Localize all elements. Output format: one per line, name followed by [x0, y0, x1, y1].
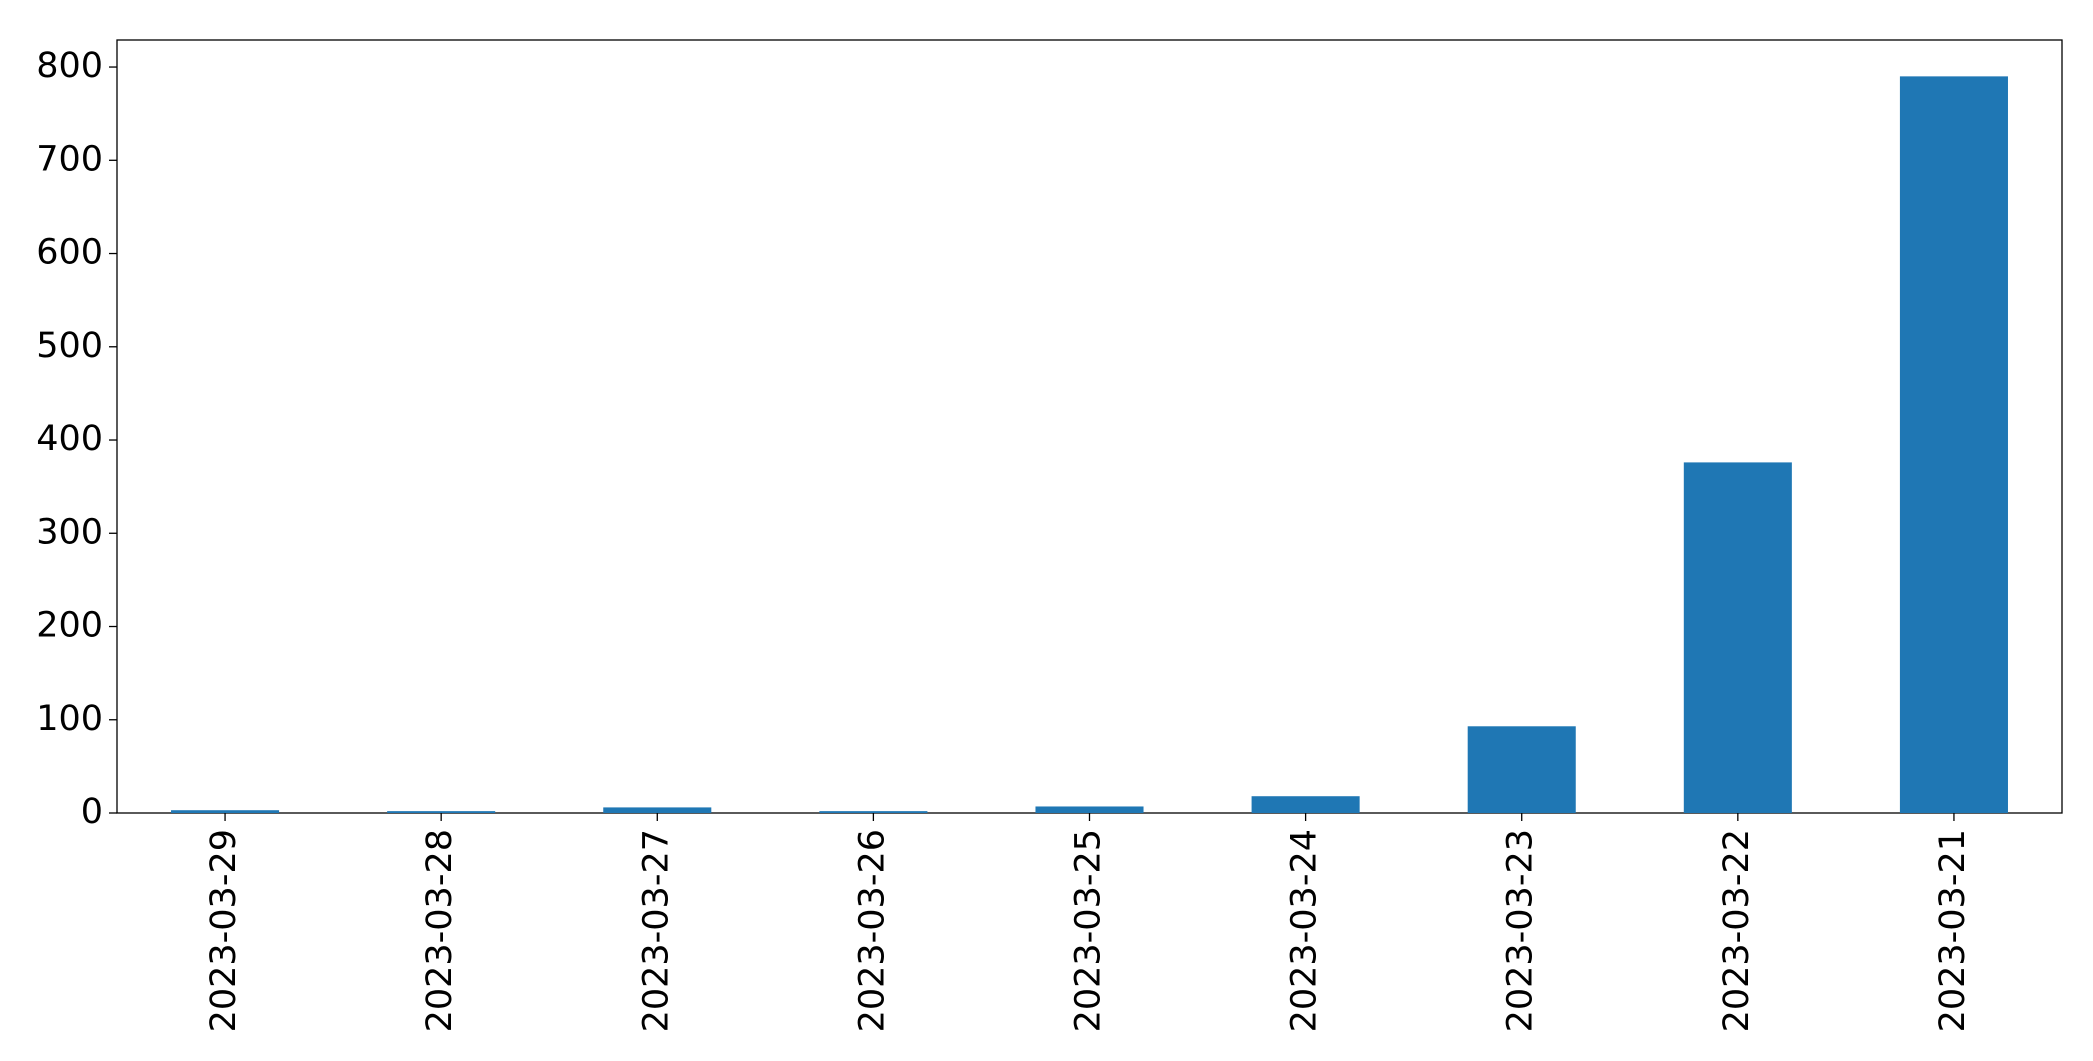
x-tick-label: 2023-03-26 — [852, 829, 892, 1032]
x-tick-label: 2023-03-22 — [1717, 829, 1757, 1032]
x-tick-label: 2023-03-27 — [636, 829, 676, 1032]
y-tick-label: 500 — [36, 326, 103, 366]
bar — [819, 811, 928, 813]
bar — [603, 807, 712, 813]
y-tick-label: 400 — [36, 419, 103, 459]
bar — [387, 811, 496, 813]
bar — [1035, 806, 1144, 813]
x-tick-label: 2023-03-29 — [204, 829, 244, 1032]
x-tick-label: 2023-03-25 — [1069, 829, 1109, 1032]
y-tick-label: 0 — [81, 792, 103, 832]
y-tick-label: 800 — [36, 46, 103, 86]
bar — [1899, 76, 2008, 814]
bar — [1467, 726, 1576, 813]
x-tick-label: 2023-03-21 — [1933, 829, 1973, 1032]
y-tick-label: 300 — [36, 512, 103, 552]
x-tick-label: 2023-03-24 — [1285, 829, 1325, 1032]
x-tick-label: 2023-03-23 — [1501, 829, 1541, 1032]
x-tick-label: 2023-03-28 — [420, 829, 460, 1032]
y-tick-label: 100 — [36, 699, 103, 739]
y-tick-label: 200 — [36, 606, 103, 646]
bar — [1683, 462, 1792, 813]
bar — [171, 810, 280, 813]
y-tick-label: 600 — [36, 233, 103, 273]
bar — [1251, 796, 1360, 813]
y-tick-label: 700 — [36, 139, 103, 179]
